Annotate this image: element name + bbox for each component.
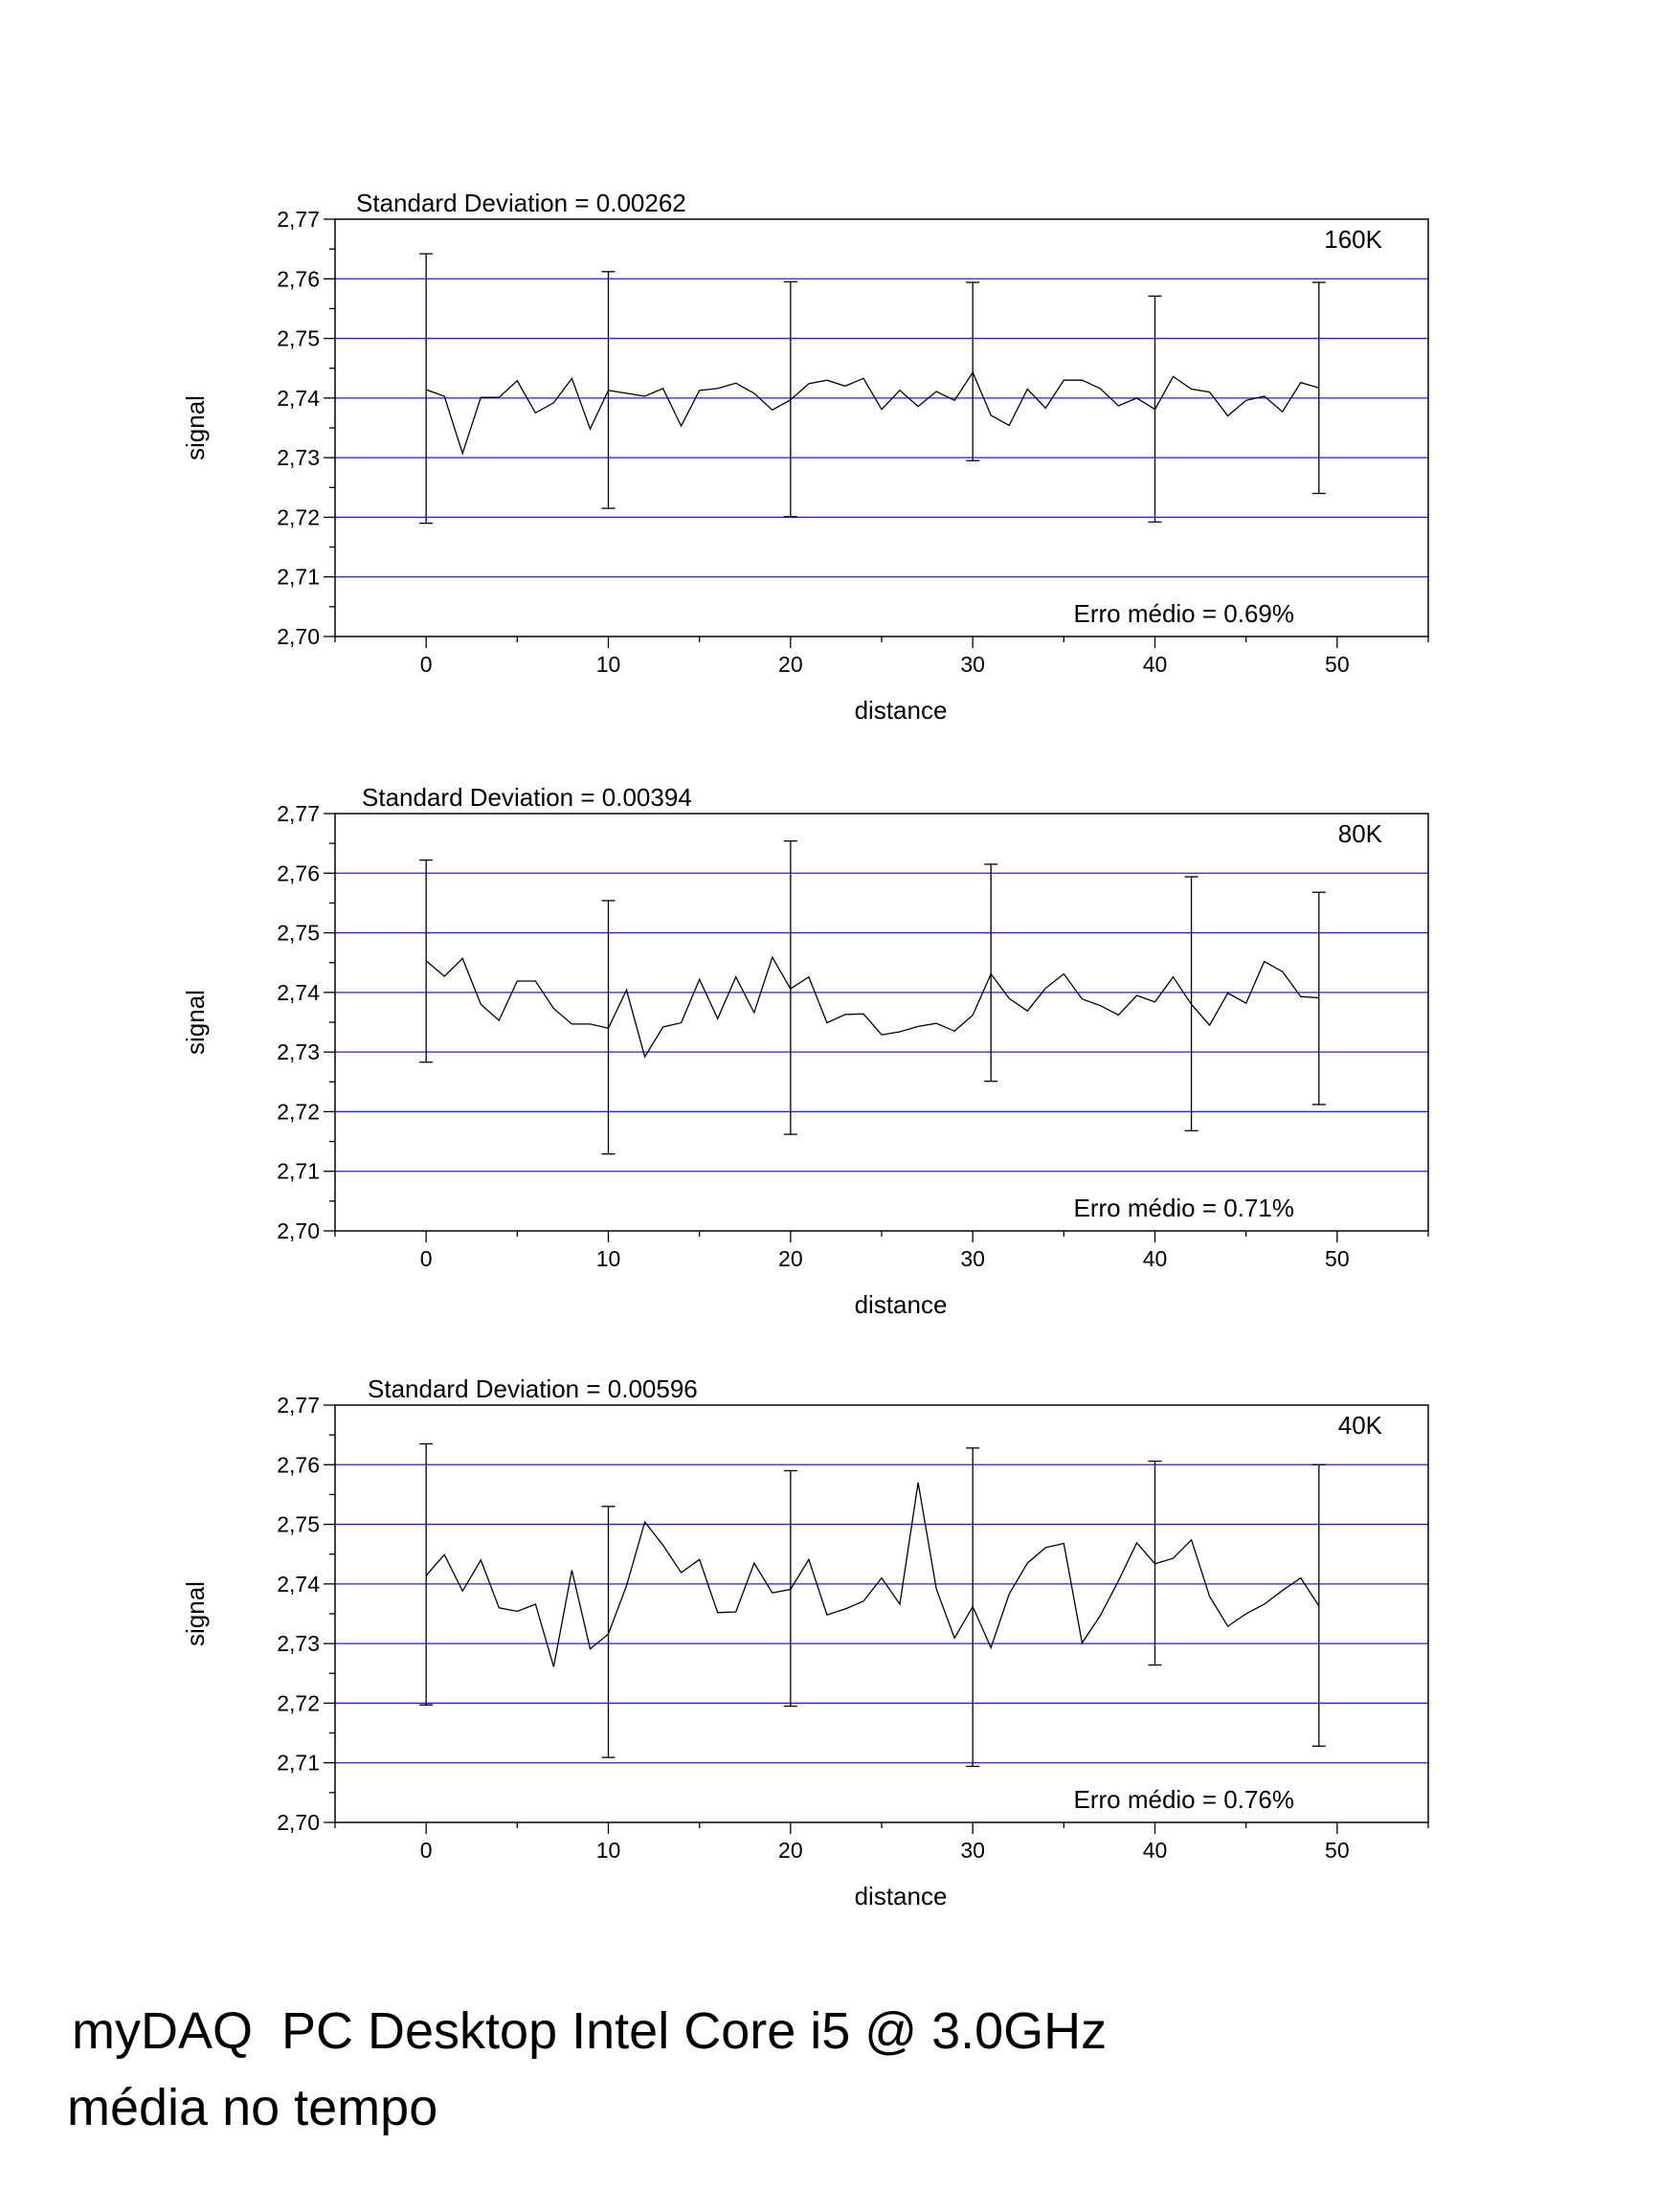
x-tick-label: 0 xyxy=(420,1246,433,1271)
y-tick-label: 2,73 xyxy=(277,1631,320,1656)
x-axis-label: distance xyxy=(855,1290,948,1319)
series-line xyxy=(425,955,1319,1059)
chart-title: Standard Deviation = 0.00596 xyxy=(368,1374,698,1403)
y-tick-label: 2,70 xyxy=(277,624,320,649)
x-tick-label: 10 xyxy=(596,1246,621,1271)
plot-frame xyxy=(334,218,1429,637)
x-tick-label: 20 xyxy=(778,652,803,677)
chart-corner-label: 40K xyxy=(1338,1411,1383,1440)
y-tick-label: 2,74 xyxy=(277,1572,320,1597)
x-tick-label: 20 xyxy=(778,1246,803,1271)
x-tick-label: 0 xyxy=(420,1838,433,1863)
x-tick-label: 50 xyxy=(1325,1246,1350,1271)
plot-frame xyxy=(334,813,1429,1232)
y-tick-label: 2,77 xyxy=(277,801,320,826)
x-axis-label: distance xyxy=(855,1882,948,1910)
chart-2: 2,70 2,71 2,72 2,73 2,74 2,75 2,76 2,77 0 10 20 30 4… xyxy=(181,783,1429,1319)
x-tick-label: 30 xyxy=(960,652,985,677)
x-tick-label: 10 xyxy=(596,652,621,677)
footer-method-label: média no tempo xyxy=(67,2079,438,2136)
y-axis-label: signal xyxy=(181,1581,210,1646)
x-axis-label: distance xyxy=(855,696,948,725)
chart-corner-label: 160K xyxy=(1324,225,1382,254)
series-line xyxy=(425,1482,1320,1667)
x-tick-label: 0 xyxy=(420,652,433,677)
y-tick-label: 2,76 xyxy=(277,860,320,885)
y-tick-label: 2,72 xyxy=(277,1690,320,1715)
y-tick-label: 2,75 xyxy=(277,1512,320,1537)
y-tick-label: 2,77 xyxy=(277,1393,320,1418)
x-tick-label: 30 xyxy=(960,1246,985,1271)
chart-annotation: Erro médio = 0.71% xyxy=(1073,1194,1294,1222)
charts-figure: 2,70 2,71 2,72 2,73 2,74 2,75 2,76 2,77 0 10 20 30 4… xyxy=(181,189,1429,1910)
y-axis-label: signal xyxy=(181,395,210,460)
y-tick-label: 2,70 xyxy=(277,1218,320,1243)
chart-annotation: Erro médio = 0.69% xyxy=(1073,599,1294,628)
chart-3: 2,70 2,71 2,72 2,73 2,74 2,75 2,76 2,77 0 10 20 30 4… xyxy=(181,1374,1429,1910)
y-tick-label: 2,77 xyxy=(277,207,320,232)
x-tick-label: 50 xyxy=(1325,652,1350,677)
y-tick-label: 2,76 xyxy=(277,266,320,291)
series-line xyxy=(425,370,1319,456)
x-tick-label: 40 xyxy=(1143,1246,1168,1271)
chart-annotation: Erro médio = 0.76% xyxy=(1073,1785,1294,1814)
y-axis-label: signal xyxy=(181,990,210,1055)
y-tick-label: 2,71 xyxy=(277,565,320,590)
chart-title: Standard Deviation = 0.00262 xyxy=(356,189,686,217)
x-tick-label: 50 xyxy=(1325,1838,1350,1863)
y-tick-label: 2,73 xyxy=(277,445,320,470)
x-tick-label: 40 xyxy=(1143,1838,1168,1863)
x-tick-label: 20 xyxy=(778,1838,803,1863)
chart-1: 2,70 2,71 2,72 2,73 2,74 2,75 2,76 2,77 0 10 20 30 4… xyxy=(181,189,1429,725)
y-tick-label: 2,74 xyxy=(277,980,320,1005)
plot-frame xyxy=(334,1404,1429,1823)
x-tick-label: 40 xyxy=(1143,652,1168,677)
chart-corner-label: 80K xyxy=(1338,819,1383,848)
footer-device-label: myDAQ PC Desktop Intel Core i5 @ 3.0GHz xyxy=(72,2002,1108,2060)
x-tick-label: 30 xyxy=(960,1838,985,1863)
y-tick-label: 2,75 xyxy=(277,921,320,946)
y-tick-label: 2,74 xyxy=(277,386,320,411)
y-tick-label: 2,76 xyxy=(277,1452,320,1477)
y-tick-label: 2,71 xyxy=(277,1159,320,1184)
x-tick-label: 10 xyxy=(596,1838,621,1863)
y-tick-label: 2,75 xyxy=(277,326,320,351)
y-tick-label: 2,70 xyxy=(277,1810,320,1835)
y-tick-label: 2,71 xyxy=(277,1751,320,1776)
chart-title: Standard Deviation = 0.00394 xyxy=(362,783,692,812)
y-tick-label: 2,72 xyxy=(277,1099,320,1124)
y-tick-label: 2,72 xyxy=(277,504,320,529)
y-tick-label: 2,73 xyxy=(277,1039,320,1064)
